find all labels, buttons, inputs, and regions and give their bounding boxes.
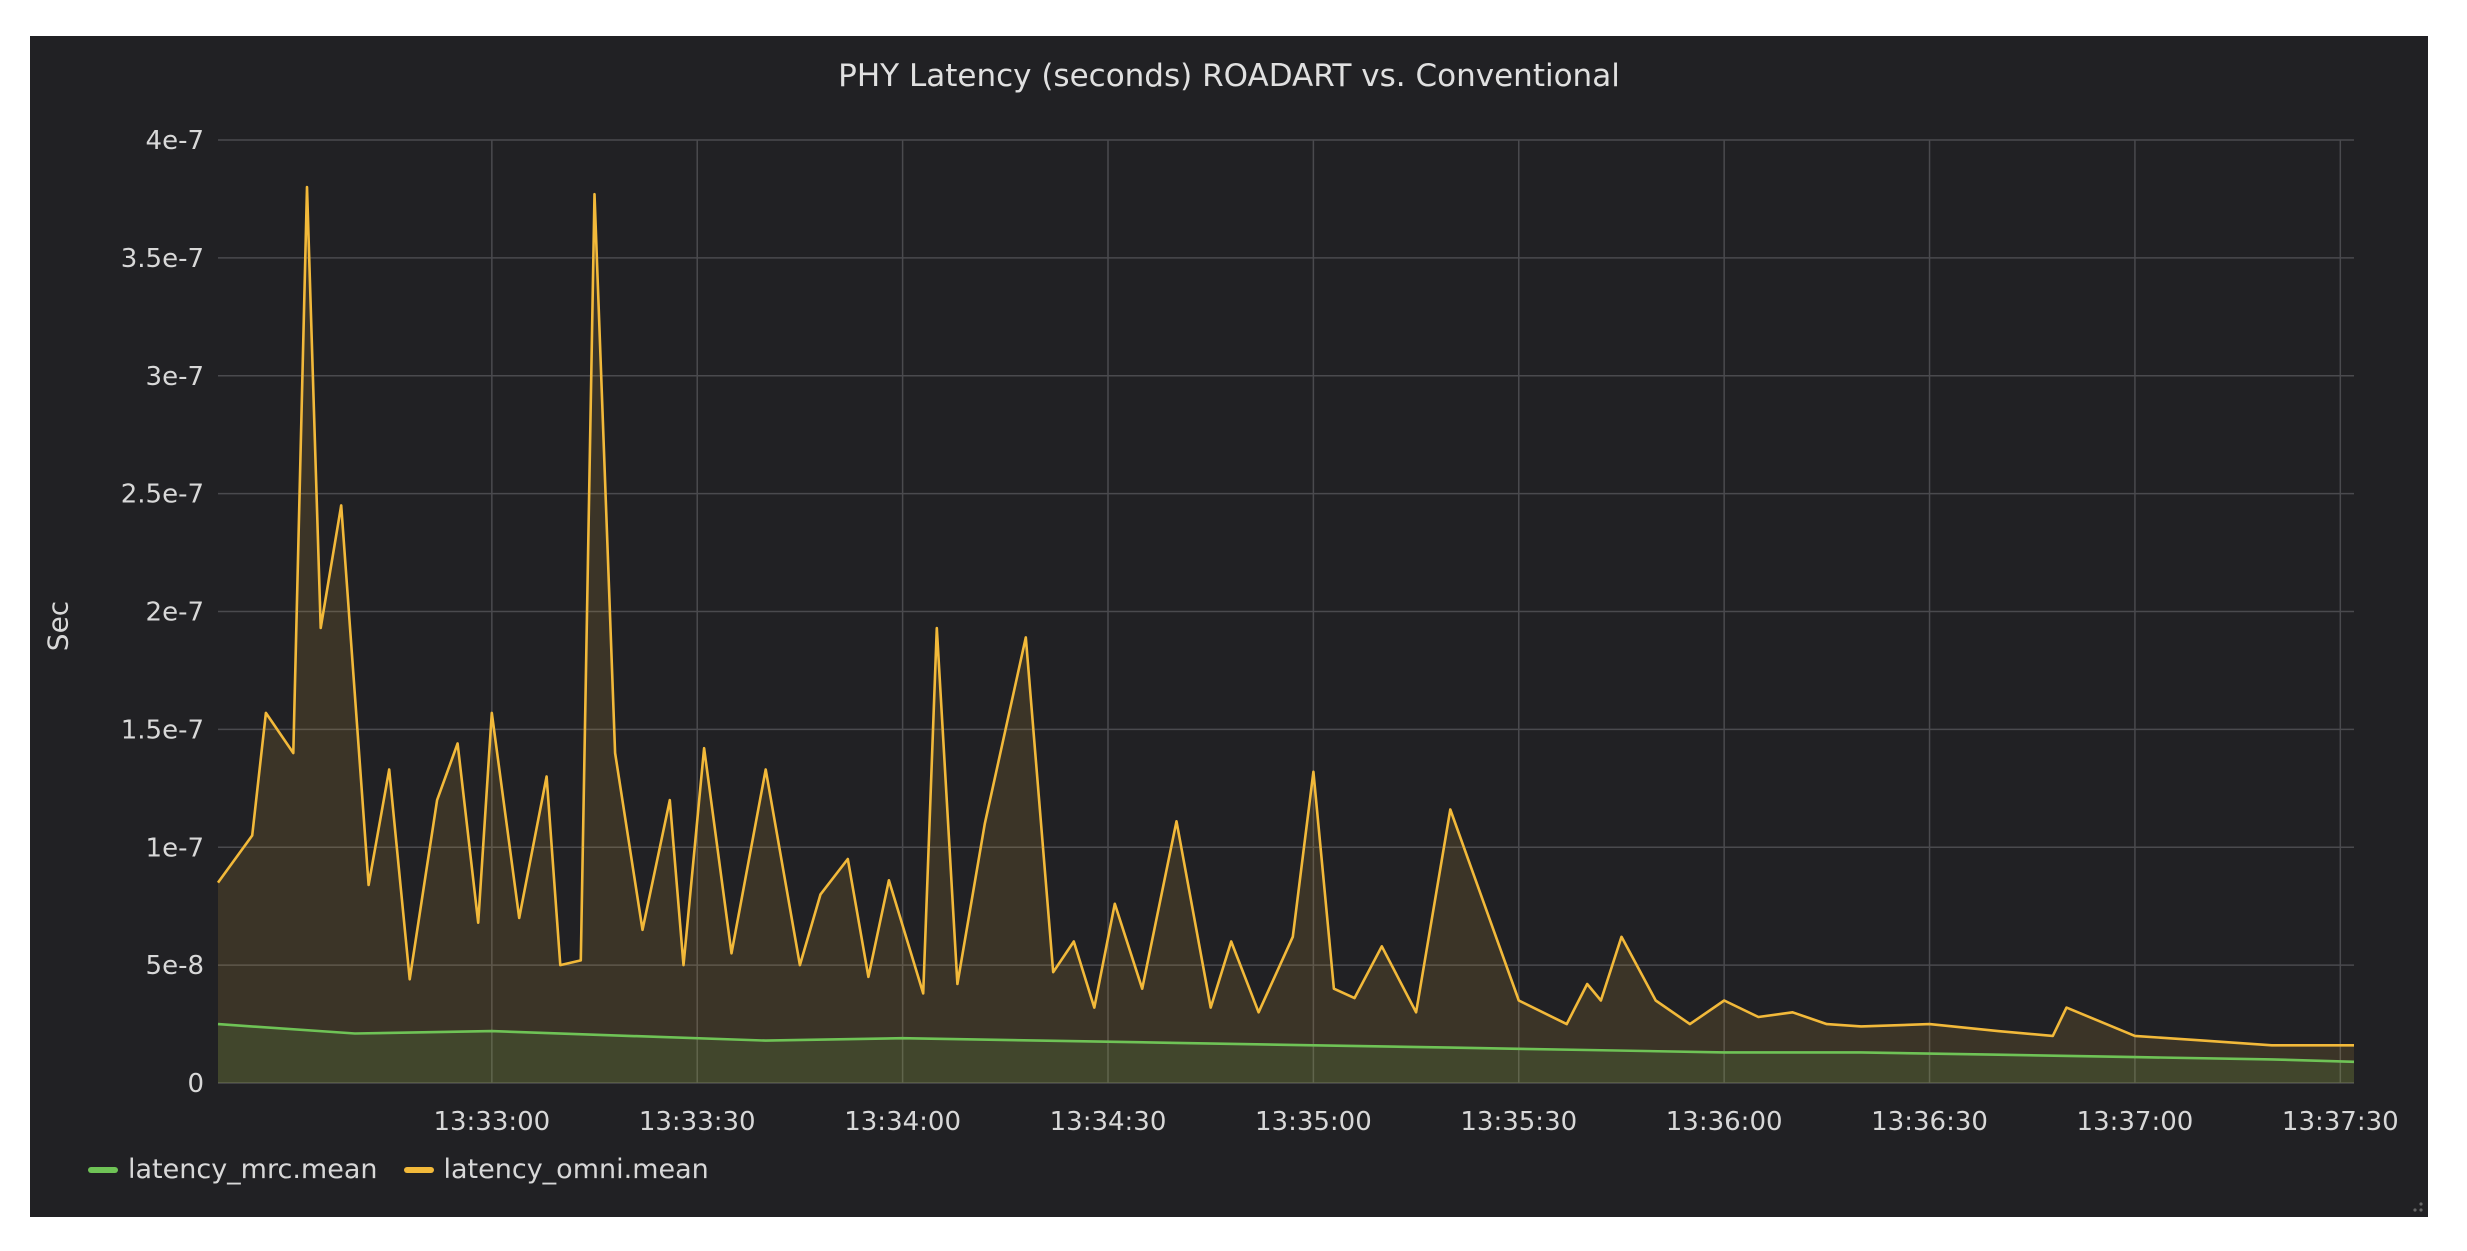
x-tick-label: 13:36:30	[1871, 1107, 1988, 1137]
x-tick-label: 13:35:00	[1255, 1107, 1372, 1137]
y-tick-label: 0	[187, 1069, 204, 1099]
y-tick-label: 5e-8	[146, 951, 204, 981]
x-tick-label: 13:33:00	[433, 1107, 550, 1137]
x-tick-label: 13:37:00	[2077, 1107, 2194, 1137]
x-tick-label: 13:34:30	[1050, 1107, 1167, 1137]
chart-panel: PHY Latency (seconds) ROADART vs. Conven…	[30, 36, 2428, 1217]
legend-item-mrc[interactable]: latency_mrc.mean	[88, 1154, 378, 1185]
chart-title: PHY Latency (seconds) ROADART vs. Conven…	[838, 58, 1620, 94]
y-tick-label: 3e-7	[146, 362, 204, 392]
line-chart: 0 5e-8 1e-7 1.5e-7 2e-7 2.5e-7 3e-7 3.5e-7 4e-7 1…	[121, 126, 2399, 1137]
y-tick-label: 2e-7	[146, 598, 204, 628]
y-tick-label: 4e-7	[146, 126, 204, 156]
y-tick-label: 2.5e-7	[121, 480, 204, 510]
x-tick-label: 13:34:00	[844, 1107, 961, 1137]
x-tick-label: 13:33:30	[639, 1107, 756, 1137]
legend-item-omni[interactable]: latency_omni.mean	[403, 1154, 709, 1185]
x-tick-label: 13:37:30	[2282, 1107, 2399, 1137]
x-tick-label: 13:36:00	[1666, 1107, 1783, 1137]
series-line-mrc	[217, 1022, 2355, 1064]
legend-swatch-mrc	[88, 1166, 118, 1173]
series-area-omni	[218, 187, 2354, 1084]
x-tick-label: 13:35:30	[1460, 1107, 1577, 1137]
series-line-omni	[216, 185, 2354, 1047]
legend-swatch-omni	[403, 1166, 434, 1173]
y-tick-label: 1e-7	[146, 833, 204, 863]
legend-label-omni: latency_omni.mean	[443, 1154, 709, 1185]
legend-label-mrc: latency_mrc.mean	[128, 1154, 378, 1185]
series-area-mrc	[218, 1024, 2354, 1083]
legend: latency_mrc.mean latency_omni.mean	[88, 1154, 709, 1185]
resize-handle-icon[interactable]	[2406, 1195, 2424, 1213]
y-tick-label: 3.5e-7	[121, 244, 204, 274]
y-tick-label: 1.5e-7	[121, 715, 204, 745]
